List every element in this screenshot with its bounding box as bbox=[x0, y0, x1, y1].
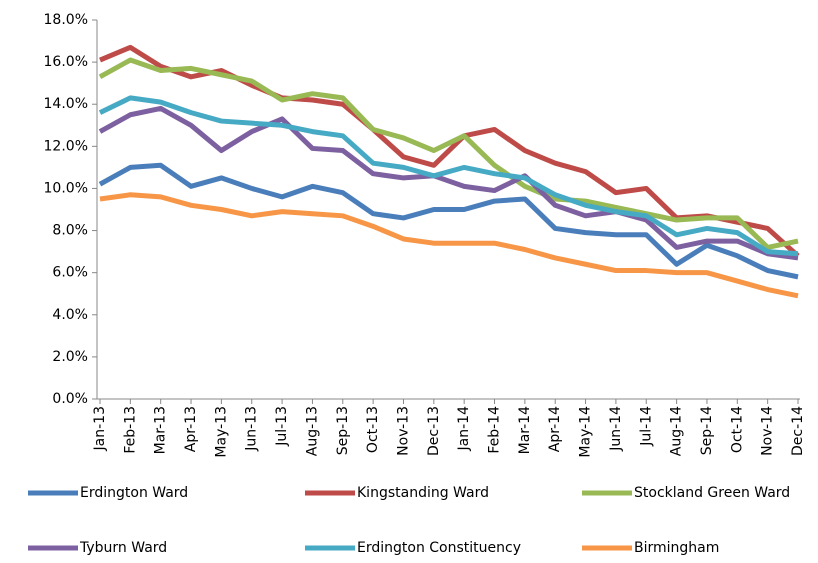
x-tick-label: Jun-13 bbox=[244, 406, 260, 452]
y-tick-label: 6.0% bbox=[52, 265, 88, 281]
x-tick-label: May-14 bbox=[578, 406, 594, 458]
y-tick-label: 12.0% bbox=[44, 138, 88, 154]
x-tick-label: Apr-13 bbox=[183, 406, 199, 452]
legend-label: Birmingham bbox=[634, 540, 719, 556]
x-tick-label: Oct-13 bbox=[365, 406, 381, 453]
x-tick-label: Mar-13 bbox=[153, 406, 169, 454]
y-tick-label: 2.0% bbox=[52, 349, 88, 365]
y-tick-label: 18.0% bbox=[44, 12, 88, 28]
legend-label: Erdington Constituency bbox=[357, 540, 521, 556]
y-tick-label: 0.0% bbox=[52, 391, 88, 407]
x-tick-label: Feb-14 bbox=[487, 406, 503, 454]
x-tick-label: Jun-14 bbox=[608, 406, 624, 452]
legend-label: Stockland Green Ward bbox=[634, 485, 790, 501]
y-tick-label: 10.0% bbox=[44, 180, 88, 196]
x-tick-label: Aug-14 bbox=[669, 406, 685, 456]
legend-label: Tyburn Ward bbox=[79, 540, 167, 556]
y-tick-label: 16.0% bbox=[44, 54, 88, 70]
x-tick-label: Jul-14 bbox=[638, 406, 654, 447]
y-tick-label: 8.0% bbox=[52, 223, 88, 239]
x-tick-label: Dec-14 bbox=[790, 406, 806, 456]
x-tick-label: Jan-14 bbox=[456, 406, 472, 452]
x-tick-label: Feb-13 bbox=[122, 406, 138, 454]
series-line bbox=[99, 192, 799, 299]
series-line bbox=[98, 57, 799, 250]
x-tick-label: Aug-13 bbox=[304, 406, 320, 456]
x-tick-label: Dec-13 bbox=[426, 406, 442, 456]
x-tick-label: Jul-13 bbox=[274, 406, 290, 447]
x-tick-label: Mar-14 bbox=[517, 406, 533, 454]
series-line bbox=[98, 105, 799, 261]
series-line bbox=[99, 44, 800, 258]
series-line bbox=[98, 162, 799, 280]
x-tick-label: Jan-13 bbox=[92, 406, 108, 451]
x-tick-label: May-13 bbox=[213, 406, 229, 458]
x-tick-label: Nov-14 bbox=[760, 406, 776, 456]
y-tick-label: 14.0% bbox=[44, 96, 88, 112]
x-tick-label: Nov-13 bbox=[395, 406, 411, 456]
x-tick-label: Apr-14 bbox=[547, 406, 563, 452]
y-tick-label: 4.0% bbox=[52, 307, 88, 323]
series-line bbox=[98, 95, 799, 257]
legend-label: Erdington Ward bbox=[80, 485, 188, 501]
x-tick-label: Sep-13 bbox=[335, 406, 351, 455]
x-tick-label: Oct-14 bbox=[729, 406, 745, 453]
x-tick-label: Sep-14 bbox=[699, 406, 715, 455]
legend-label: Kingstanding Ward bbox=[357, 485, 489, 501]
